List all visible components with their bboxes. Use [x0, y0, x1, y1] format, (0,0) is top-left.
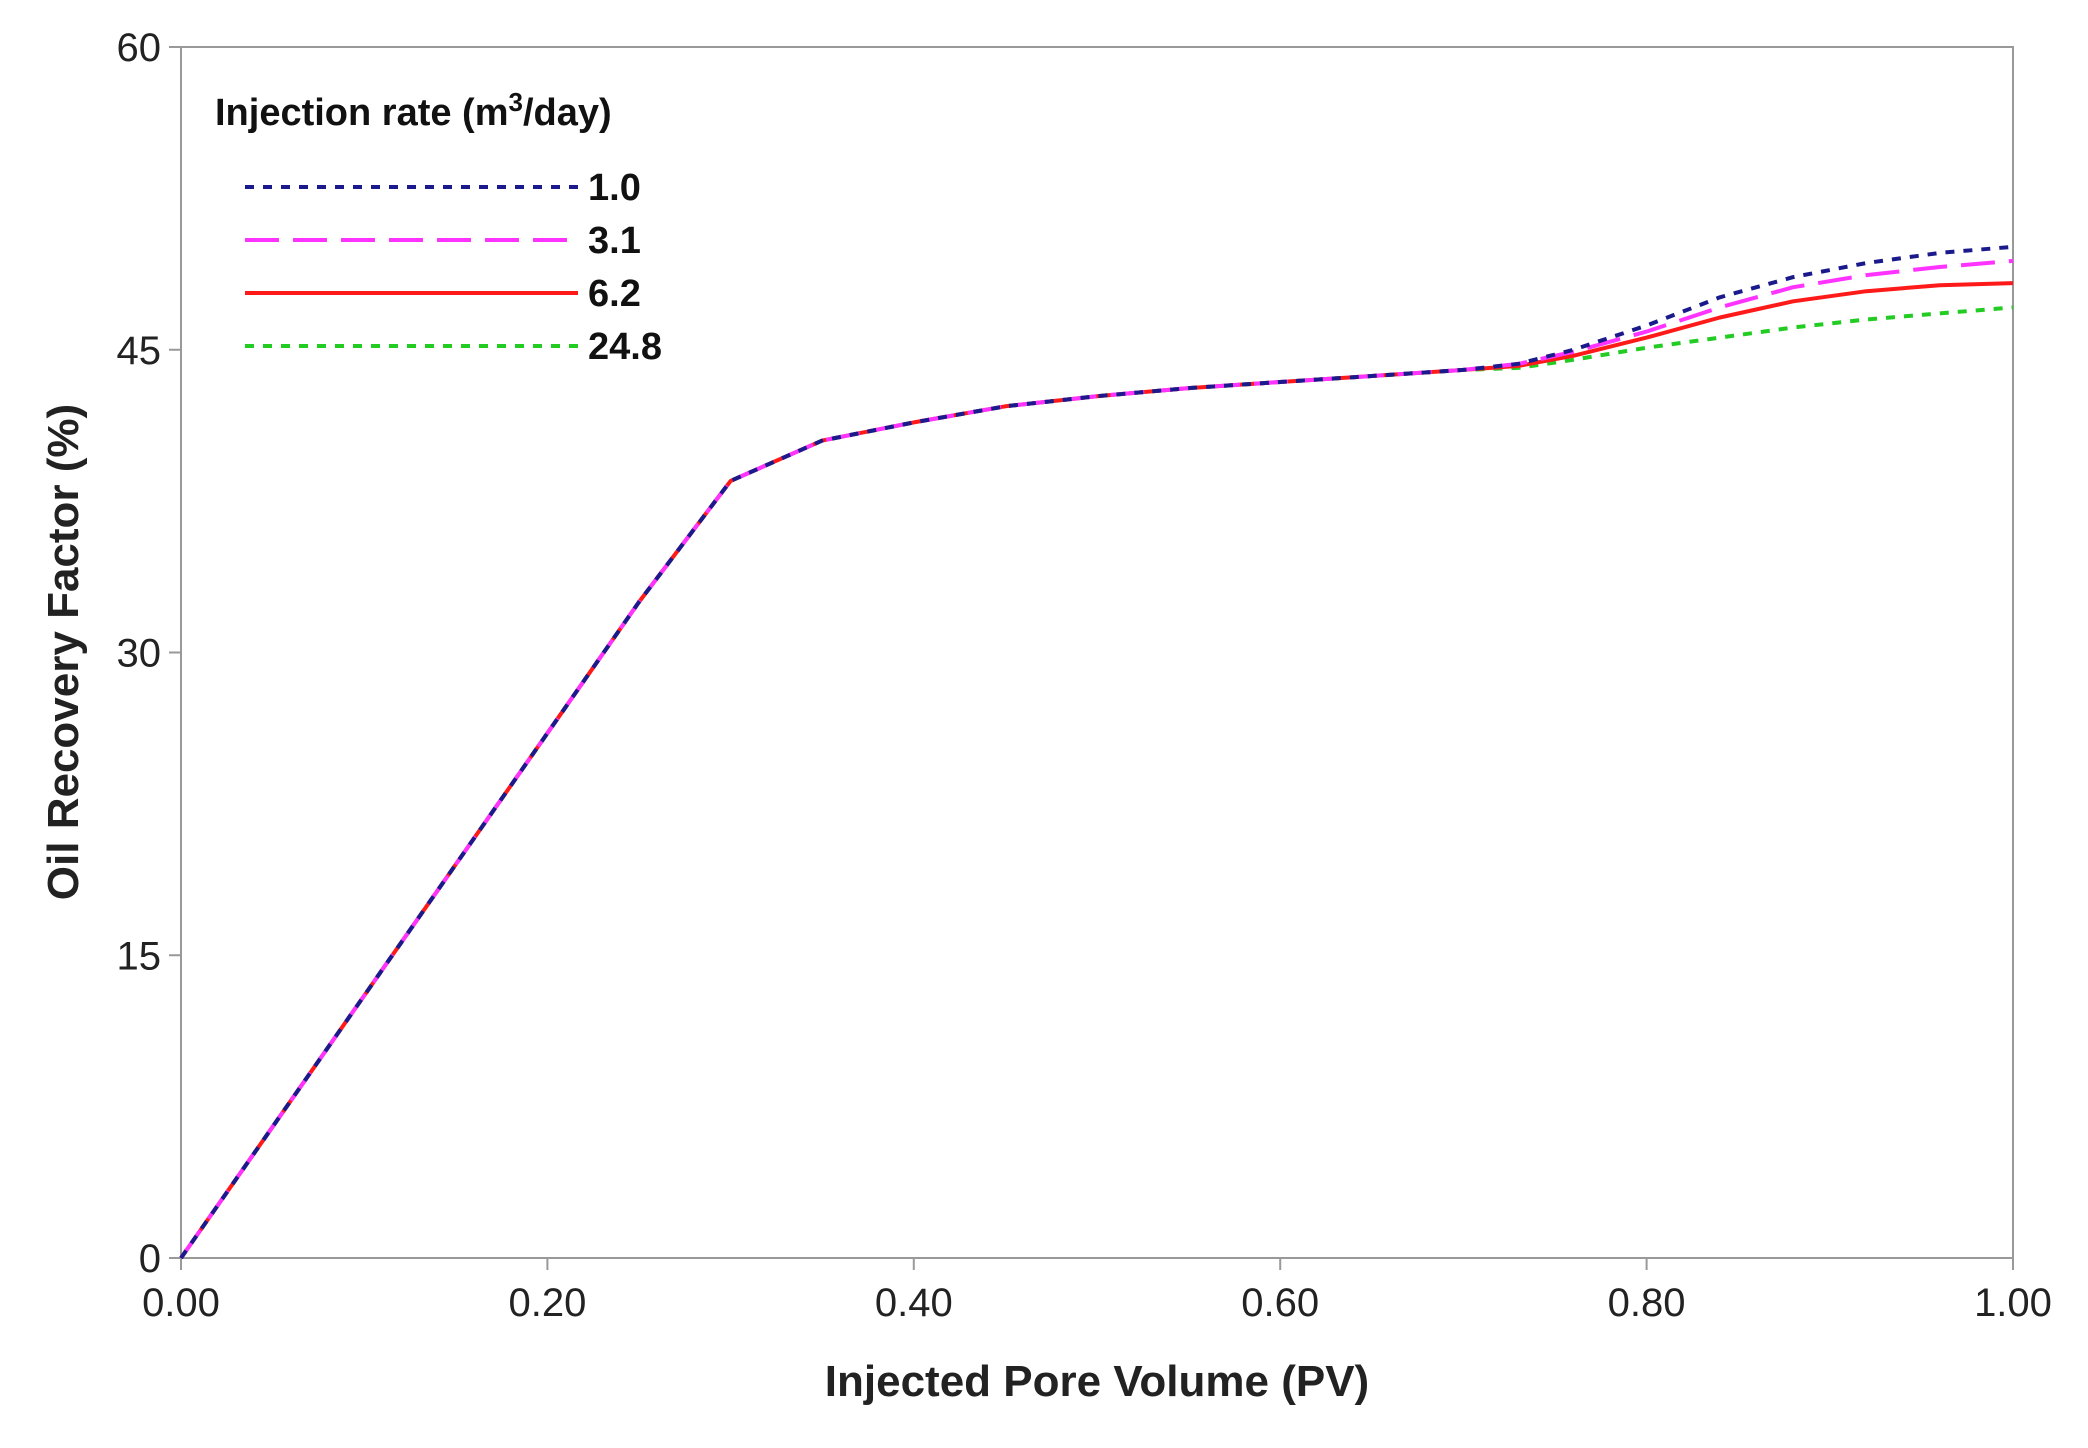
series-line-24-8 [179, 305, 2014, 1260]
y-tick-label: 30 [117, 632, 162, 676]
y-axis-title: Oil Recovery Factor (%) [39, 404, 88, 900]
series-line-3-1 [179, 258, 2014, 1260]
legend-items: 1.0 3.1 6.2 24.8 [245, 167, 662, 368]
legend-title-suffix: /day) [523, 92, 612, 134]
legend-label: 24.8 [588, 326, 662, 368]
series-layer [179, 244, 2014, 1260]
x-tick-label: 0.20 [508, 1281, 586, 1325]
y-tick-label: 15 [117, 934, 162, 978]
y-tick-label: 45 [117, 329, 162, 373]
x-tick-label: 0.80 [1608, 1281, 1686, 1325]
y-tick-label: 60 [117, 26, 162, 70]
legend: Injection rate (m3/day) 1.0 3.1 6.2 24.8 [215, 87, 662, 368]
series-line-6-2 [179, 281, 2014, 1260]
y-axis-ticks: 0 15 30 45 60 [117, 26, 181, 1281]
legend-title-sup: 3 [509, 87, 523, 117]
x-tick-label: 0.60 [1241, 1281, 1319, 1325]
legend-title-prefix: Injection rate (m [215, 92, 509, 134]
y-tick-label: 0 [139, 1237, 161, 1281]
x-tick-label: 0.00 [142, 1281, 220, 1325]
plot-frame [180, 46, 2014, 1259]
x-tick-label: 0.40 [875, 1281, 953, 1325]
x-axis-title: Injected Pore Volume (PV) [825, 1357, 1369, 1406]
x-tick-label: 1.00 [1974, 1281, 2052, 1325]
series-line-1-0 [179, 244, 2014, 1260]
legend-label: 6.2 [588, 273, 641, 315]
legend-label: 3.1 [588, 220, 641, 262]
legend-title: Injection rate (m3/day) [215, 87, 612, 134]
x-axis-ticks: 0.00 0.20 0.40 0.60 0.80 1.00 [142, 1258, 2052, 1325]
legend-label: 1.0 [588, 167, 641, 209]
